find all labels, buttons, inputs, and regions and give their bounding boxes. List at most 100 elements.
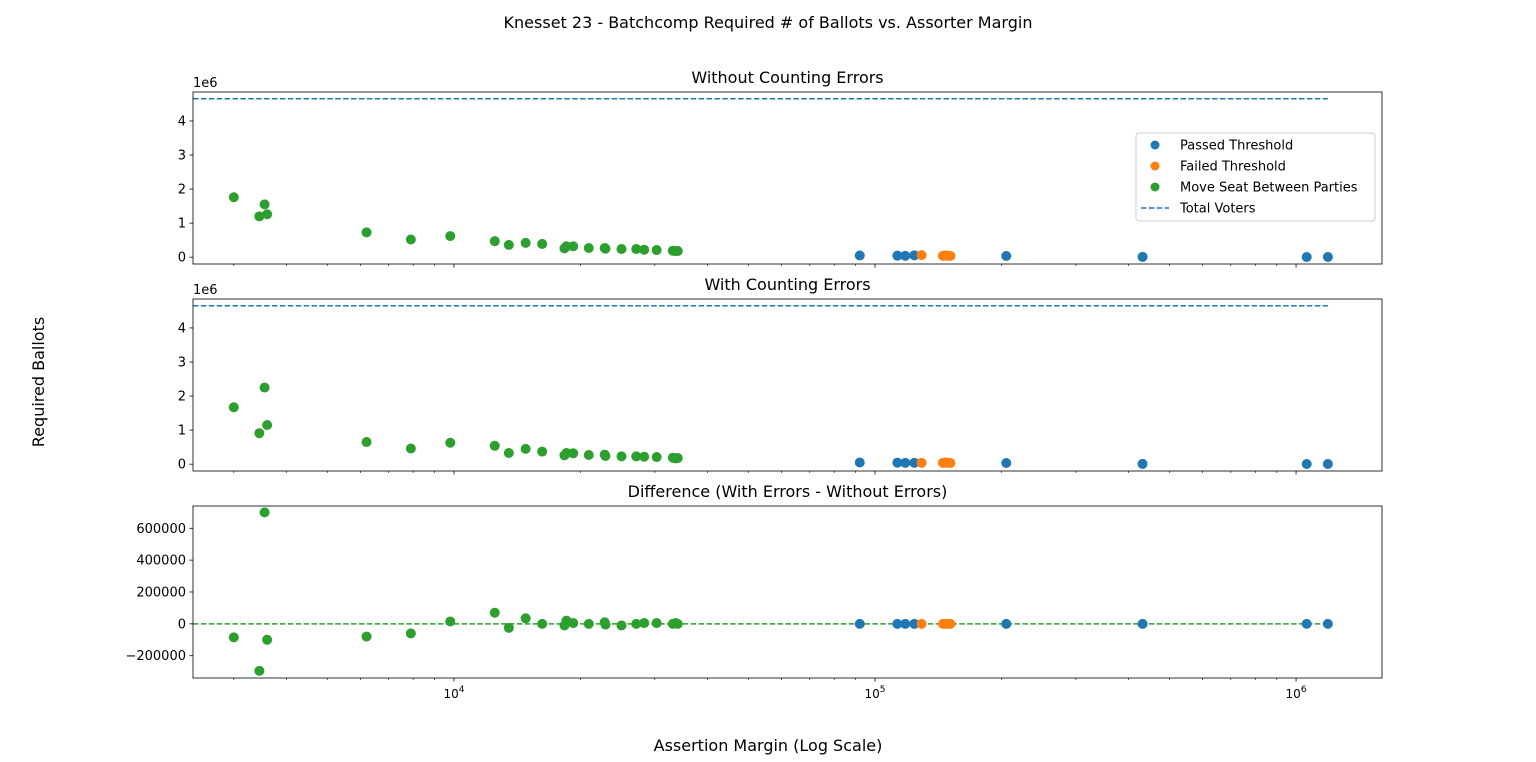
point-move-seat-between-parties — [568, 618, 579, 629]
point-passed-threshold — [854, 618, 865, 629]
axes-frame — [192, 298, 1383, 472]
point-move-seat-between-parties — [616, 620, 627, 631]
y-tick-label: 0 — [178, 458, 186, 473]
point-move-seat-between-parties — [639, 618, 650, 629]
point-move-seat-between-parties — [228, 402, 239, 413]
point-passed-threshold — [854, 457, 865, 468]
point-passed-threshold — [1301, 458, 1312, 469]
y-tick-label: 4 — [178, 114, 186, 129]
legend-label: Passed Threshold — [1180, 139, 1293, 154]
point-passed-threshold — [909, 250, 920, 261]
x-tick-label: 105 — [865, 685, 886, 701]
point-move-seat-between-parties — [445, 616, 456, 627]
point-failed-threshold — [945, 457, 956, 468]
point-move-seat-between-parties — [259, 382, 270, 393]
point-passed-threshold — [1001, 618, 1012, 629]
point-move-seat-between-parties — [445, 231, 456, 242]
point-move-seat-between-parties — [651, 618, 662, 629]
y-axis-label: Required Ballots — [29, 317, 48, 447]
point-move-seat-between-parties — [503, 622, 514, 633]
point-passed-threshold — [909, 618, 920, 629]
point-passed-threshold — [1001, 457, 1012, 468]
point-passed-threshold — [900, 457, 911, 468]
point-failed-threshold — [945, 250, 956, 261]
y-tick-label: 0 — [178, 617, 186, 632]
point-move-seat-between-parties — [262, 420, 273, 431]
x-tick-label: 106 — [1286, 685, 1307, 701]
panel-title: Difference (With Errors - Without Errors… — [628, 482, 948, 501]
point-passed-threshold — [1137, 251, 1148, 262]
point-move-seat-between-parties — [489, 607, 500, 618]
legend-marker — [1150, 140, 1160, 150]
point-passed-threshold — [892, 250, 903, 261]
point-move-seat-between-parties — [672, 618, 683, 629]
panel-2: With Counting Errors 0 1 2 3 4 1e6 — [178, 275, 1383, 475]
point-move-seat-between-parties — [583, 449, 594, 460]
point-passed-threshold — [892, 457, 903, 468]
legend-box — [1135, 132, 1376, 222]
y-tick-label: 1 — [178, 424, 186, 439]
point-passed-threshold — [1322, 459, 1333, 470]
axes-frame — [192, 505, 1383, 679]
point-passed-threshold — [1322, 618, 1333, 629]
point-failed-threshold — [945, 618, 956, 629]
y-tick-label: 3 — [178, 356, 186, 371]
point-move-seat-between-parties — [520, 237, 531, 248]
y-tick-label: 2 — [178, 390, 186, 405]
legend-marker — [1150, 161, 1160, 171]
y-tick-label: 0 — [178, 251, 186, 266]
point-move-seat-between-parties — [262, 209, 273, 220]
point-move-seat-between-parties — [259, 507, 270, 518]
point-move-seat-between-parties — [600, 451, 611, 462]
point-passed-threshold — [1137, 458, 1148, 469]
point-move-seat-between-parties — [520, 443, 531, 454]
point-failed-threshold — [916, 457, 927, 468]
point-move-seat-between-parties — [631, 451, 642, 462]
point-move-seat-between-parties — [639, 451, 650, 462]
point-move-seat-between-parties — [600, 243, 611, 254]
point-move-seat-between-parties — [254, 665, 265, 676]
point-failed-threshold — [916, 250, 927, 261]
point-move-seat-between-parties — [651, 452, 662, 463]
panel-title: Without Counting Errors — [691, 68, 883, 87]
point-passed-threshold — [892, 618, 903, 629]
point-move-seat-between-parties — [503, 447, 514, 458]
point-move-seat-between-parties — [254, 428, 265, 439]
y-tick-label: 4 — [178, 321, 186, 336]
y-tick-label: 3 — [178, 149, 186, 164]
point-move-seat-between-parties — [631, 618, 642, 629]
y-tick-label: 600000 — [136, 522, 186, 537]
axes-frame — [192, 91, 1383, 265]
y-tick-label: 2 — [178, 183, 186, 198]
point-passed-threshold — [1301, 618, 1312, 629]
point-move-seat-between-parties — [503, 239, 514, 250]
legend-label: Move Seat Between Parties — [1180, 181, 1358, 196]
point-move-seat-between-parties — [228, 632, 239, 643]
point-move-seat-between-parties — [616, 451, 627, 462]
point-move-seat-between-parties — [445, 437, 456, 448]
figure-title: Knesset 23 - Batchcomp Required # of Bal… — [504, 13, 1033, 32]
x-axis-label: Assertion Margin (Log Scale) — [654, 736, 883, 755]
y-tick-label: 400000 — [136, 554, 186, 569]
point-passed-threshold — [1137, 618, 1148, 629]
point-move-seat-between-parties — [651, 245, 662, 256]
point-move-seat-between-parties — [568, 241, 579, 252]
point-passed-threshold — [900, 250, 911, 261]
y-tick-label: 1 — [178, 217, 186, 232]
legend-label: Failed Threshold — [1180, 160, 1286, 175]
panel-3: Difference (With Errors - Without Errors… — [125, 482, 1383, 701]
point-move-seat-between-parties — [631, 244, 642, 255]
point-move-seat-between-parties — [520, 613, 531, 624]
y-offset-label: 1e6 — [193, 283, 218, 298]
point-move-seat-between-parties — [537, 238, 548, 249]
point-passed-threshold — [1322, 252, 1333, 263]
legend-label: Total Voters — [1179, 202, 1256, 217]
y-tick-label: −200000 — [125, 649, 186, 664]
point-move-seat-between-parties — [361, 437, 372, 448]
legend-marker — [1150, 182, 1160, 192]
point-move-seat-between-parties — [537, 618, 548, 629]
legend: Passed Threshold Failed Threshold Move Sea… — [1135, 132, 1376, 222]
point-passed-threshold — [909, 457, 920, 468]
